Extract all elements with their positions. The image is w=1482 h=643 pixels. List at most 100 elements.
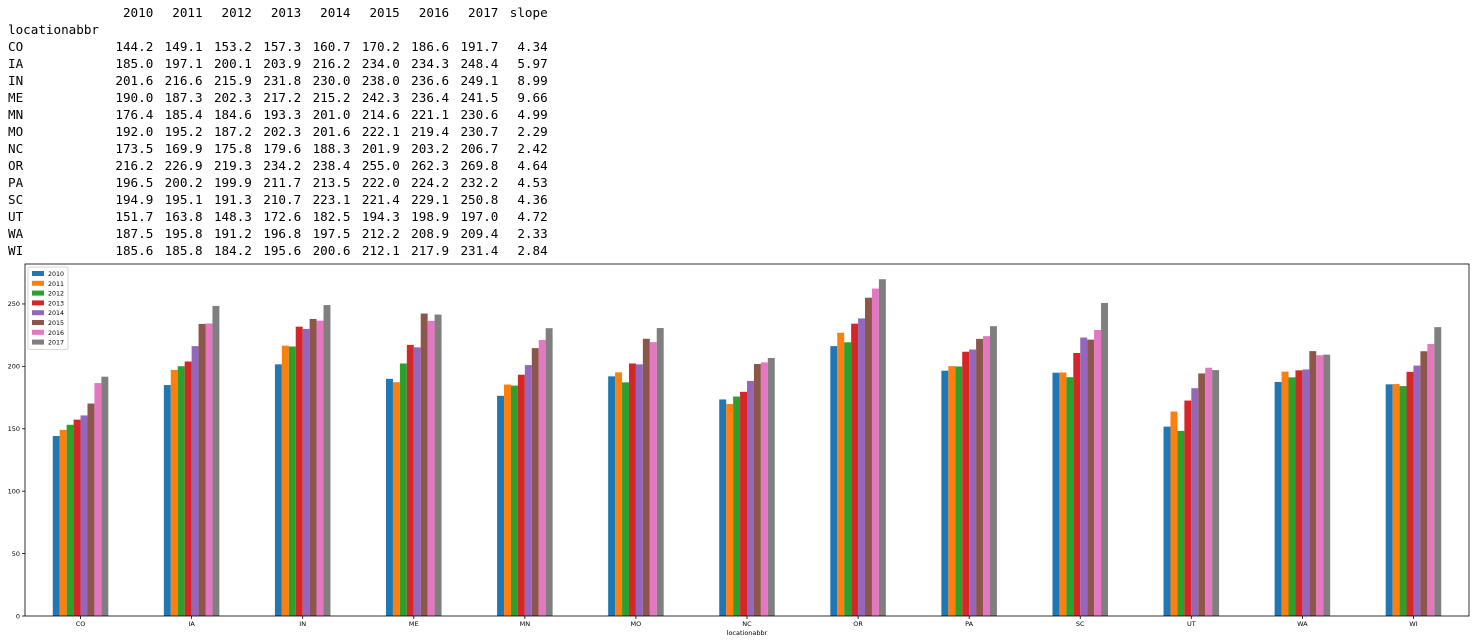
table-cell: 170.2 — [361, 39, 400, 54]
bar-WI-2014 — [1413, 365, 1421, 616]
bar-ME-2017 — [434, 314, 442, 616]
column-header: 2016 — [418, 5, 450, 20]
table-cell: 219.3 — [213, 158, 252, 173]
bar-CO-2017 — [101, 376, 109, 616]
bar-CO-2014 — [80, 415, 88, 616]
table-cell: 4.99 — [517, 107, 548, 122]
bar-IA-2017 — [212, 305, 220, 616]
table-cell: 201.0 — [312, 107, 351, 122]
column-header: 2012 — [221, 5, 252, 20]
table-cell: 184.2 — [213, 243, 252, 258]
table-cell: 195.2 — [164, 124, 203, 139]
table-cell: 231.4 — [460, 243, 499, 258]
table-cell: 188.3 — [312, 141, 351, 156]
y-tick-label: 150 — [8, 425, 20, 433]
table-cell: 216.2 — [115, 158, 154, 173]
y-tick-label: 200 — [8, 363, 20, 371]
bar-UT-2017 — [1212, 370, 1220, 616]
table-cell: 194.9 — [115, 192, 154, 207]
table-cell: 4.64 — [517, 158, 548, 173]
table-row: MO 192.0 195.2 187.2 202.3 201.6 222.1 219.4 230… — [4, 123, 548, 140]
legend-swatch-2017 — [32, 339, 44, 345]
bar-MO-2013 — [628, 363, 636, 616]
table-cell: 148.3 — [213, 209, 252, 224]
row-label: IA — [8, 56, 24, 71]
table-cell: 149.1 — [164, 39, 203, 54]
bar-CO-2011 — [59, 429, 67, 616]
bar-ME-2011 — [392, 382, 400, 616]
table-cell: 212.2 — [361, 226, 400, 241]
table-cell: 230.0 — [312, 73, 351, 88]
row-label: WA — [8, 226, 24, 241]
legend-label-2015: 2015 — [48, 320, 64, 327]
table-cell: 198.9 — [411, 209, 450, 224]
table-cell: 217.9 — [411, 243, 450, 258]
x-tick-label: WA — [1297, 620, 1308, 628]
table-cell: 219.4 — [411, 124, 450, 139]
table-row: WA 187.5 195.8 191.2 196.8 197.5 212.2 208.9 209… — [4, 225, 548, 242]
table-cell: 202.3 — [263, 124, 302, 139]
table-cell: 199.9 — [213, 175, 252, 190]
table-cell: 231.8 — [263, 73, 302, 88]
table-cell: 214.6 — [361, 107, 400, 122]
table-cell: 4.36 — [517, 192, 548, 207]
bar-PA-2011 — [948, 366, 956, 616]
bar-OR-2014 — [858, 318, 866, 616]
y-tick-label: 250 — [8, 300, 20, 308]
bar-NC-2010 — [719, 399, 727, 616]
bar-IN-2017 — [323, 305, 331, 616]
table-cell: 215.9 — [213, 73, 252, 88]
bar-NC-2016 — [760, 362, 768, 616]
legend-swatch-2010 — [32, 271, 44, 276]
table-cell: 151.7 — [115, 209, 154, 224]
table-cell: 221.4 — [361, 192, 400, 207]
y-tick-label: 50 — [12, 550, 20, 558]
bar-SC-2017 — [1101, 302, 1108, 616]
table-cell: 2.29 — [517, 124, 548, 139]
table-row: NC 173.5 169.9 175.8 179.6 188.3 201.9 203.2 206… — [4, 140, 548, 157]
legend-label-2014: 2014 — [48, 310, 64, 317]
table-row: IA 185.0 197.1 200.1 203.9 216.2 234.0 234.3 248… — [4, 55, 548, 72]
table-cell: 144.2 — [115, 39, 154, 54]
plot-area-frame — [24, 263, 1470, 617]
legend-box — [27, 266, 69, 350]
x-tick-label: NC — [742, 620, 752, 628]
table-cell: 195.6 — [263, 243, 302, 258]
column-header: 2015 — [369, 5, 400, 20]
table-cell: 236.6 — [411, 73, 450, 88]
bar-IN-2012 — [288, 346, 296, 616]
table-corner — [4, 4, 104, 21]
table-cell: 4.72 — [517, 209, 548, 224]
table-cell: 157.3 — [263, 39, 302, 54]
legend-swatch-2016 — [32, 329, 44, 335]
bar-PA-2010 — [941, 370, 949, 616]
table-cell: 201.9 — [361, 141, 400, 156]
bar-MO-2017 — [656, 328, 664, 616]
bar-SC-2014 — [1080, 337, 1088, 616]
table-row: MN 176.4 185.4 184.6 193.3 201.0 214.6 221.1 230… — [4, 106, 548, 123]
bar-MO-2015 — [642, 338, 650, 616]
bar-WA-2015 — [1309, 351, 1317, 616]
bar-ME-2013 — [406, 344, 414, 616]
bar-MN-2016 — [538, 340, 546, 616]
legend-label-2010: 2010 — [48, 271, 64, 278]
table-cell: 241.5 — [460, 90, 499, 105]
row-label: MN — [8, 107, 24, 122]
table-header-row: 2010 2011 2012 2013 2014 2015 2016 2017 … — [4, 4, 548, 21]
table-cell: 185.8 — [164, 243, 203, 258]
row-label: UT — [8, 209, 24, 224]
bar-WI-2010 — [1385, 384, 1393, 616]
table-cell: 215.2 — [312, 90, 351, 105]
bar-MN-2015 — [531, 348, 539, 616]
bar-IN-2015 — [309, 318, 317, 616]
bar-WA-2013 — [1295, 370, 1303, 616]
column-header: slope — [509, 5, 548, 20]
bar-MO-2016 — [649, 342, 657, 616]
table-row: IN 201.6 216.6 215.9 231.8 230.0 238.0 236.6 249… — [4, 72, 548, 89]
table-row: CO 144.2 149.1 153.2 157.3 160.7 170.2 186.6 191… — [4, 38, 548, 55]
table-cell: 193.3 — [263, 107, 302, 122]
bar-WI-2017 — [1434, 327, 1442, 616]
bar-NC-2011 — [726, 403, 734, 616]
bar-chart: CO IA IN ME MN MO NC OR PA SC UT WA WI 0 50 100 150 200 25… — [8, 263, 1470, 637]
bar-SC-2013 — [1073, 352, 1081, 616]
